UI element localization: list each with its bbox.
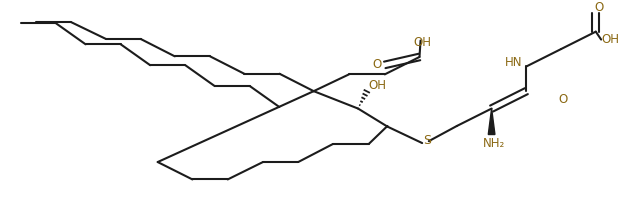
Text: O: O: [594, 1, 604, 14]
Polygon shape: [488, 109, 495, 134]
Text: OH: OH: [602, 33, 619, 46]
Text: S: S: [423, 134, 431, 147]
Text: O: O: [558, 93, 567, 106]
Text: O: O: [373, 58, 382, 71]
Text: NH₂: NH₂: [482, 138, 504, 150]
Text: OH: OH: [368, 79, 386, 92]
Text: HN: HN: [505, 56, 522, 69]
Text: OH: OH: [413, 36, 431, 49]
